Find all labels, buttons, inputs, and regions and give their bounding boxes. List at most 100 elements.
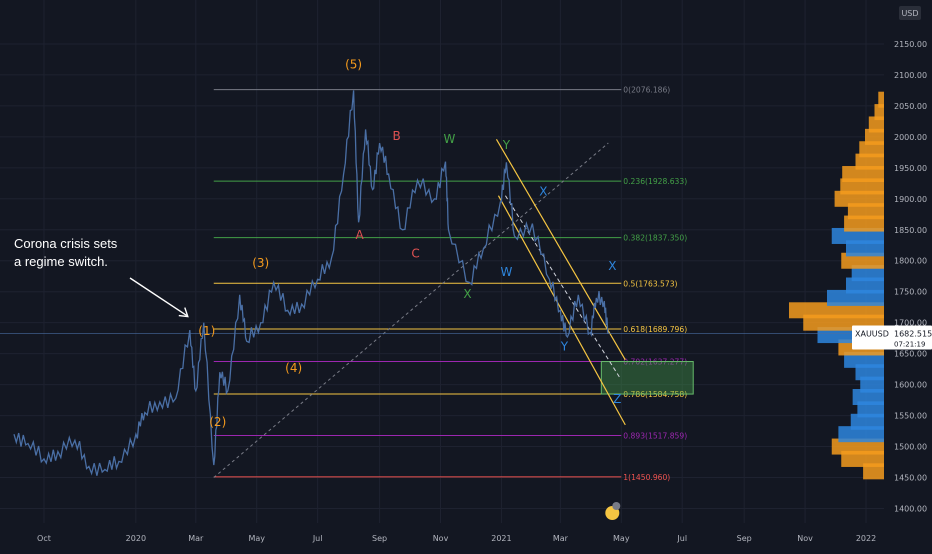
y-tick-label: 1750.00 xyxy=(894,288,927,297)
fib-level-label: 0.382(1837.350) xyxy=(623,234,687,243)
y-tick-label: 2000.00 xyxy=(894,133,927,142)
wave-label: X xyxy=(539,185,547,199)
price-series xyxy=(13,90,609,476)
x-tick-label: May xyxy=(613,534,630,543)
wave-label: (2) xyxy=(209,415,226,429)
x-tick-label: Oct xyxy=(37,534,51,543)
y-tick-label: 1650.00 xyxy=(894,350,927,359)
wave-label: Y xyxy=(502,138,511,152)
y-tick-label: 2100.00 xyxy=(894,71,927,80)
y-tick-label: 1800.00 xyxy=(894,257,927,266)
volume-profile-bar xyxy=(844,351,884,368)
volume-profile-bar xyxy=(878,91,884,108)
wave-label: (5) xyxy=(345,58,362,72)
emoji-badge-icon xyxy=(612,502,621,510)
wave-labels: (5) (3) (4) (1) (2) A B C W X Y X W X Y Z xyxy=(198,58,621,429)
dashed-trendline xyxy=(213,142,609,478)
y-tick-label: 1850.00 xyxy=(894,226,927,235)
annotation-text: Corona crisis sets xyxy=(14,236,118,251)
y-tick-label: 1500.00 xyxy=(894,443,927,452)
volume-profile-bar xyxy=(860,376,884,393)
x-tick-label: Nov xyxy=(797,534,813,543)
wave-label: B xyxy=(392,129,400,143)
wave-label: X xyxy=(608,259,616,273)
x-tick-label: 2020 xyxy=(126,534,146,543)
x-tick-label: Mar xyxy=(188,534,204,543)
channel-mid-dashed xyxy=(505,195,621,379)
fib-level-label: 1(1450.960) xyxy=(623,473,670,482)
volume-profile-bar xyxy=(868,116,884,133)
volume-profile-bar xyxy=(838,426,884,443)
countdown-label: 07:21:19 xyxy=(894,341,925,349)
volume-profile-bar xyxy=(846,277,884,294)
volume-profile-bar xyxy=(827,289,884,306)
wave-label: (3) xyxy=(252,256,269,270)
fib-level-label: 0.5(1763.573) xyxy=(623,279,677,288)
volume-profile-bar xyxy=(844,215,884,232)
volume-profile-bar xyxy=(841,450,884,467)
annotation-text: a regime switch. xyxy=(14,254,108,269)
volume-profile-bar xyxy=(855,364,884,381)
price-series-line xyxy=(13,90,609,476)
channel-upper-line xyxy=(495,139,626,361)
wave-label: Y xyxy=(560,340,569,354)
x-tick-label: Mar xyxy=(553,534,569,543)
price-label: 1682.515 xyxy=(894,330,932,339)
x-tick-label: Sep xyxy=(737,534,752,543)
volume-profile-bar xyxy=(841,252,884,269)
x-tick-label: Nov xyxy=(433,534,449,543)
wave-label: A xyxy=(355,228,364,242)
y-tick-label: 1950.00 xyxy=(894,164,927,173)
annotations: Corona crisis sets a regime switch. xyxy=(14,236,189,318)
volume-profile-bar xyxy=(850,413,884,430)
axes: 1400.00 1450.00 1500.00 1550.00 1600.00 1650.… xyxy=(37,6,932,543)
x-tick-label: Jul xyxy=(312,534,323,543)
y-tick-label: 1450.00 xyxy=(894,474,927,483)
volume-profile-bar xyxy=(852,389,884,406)
fib-level-label: 0.893(1517.859) xyxy=(623,431,687,440)
wave-label: (1) xyxy=(198,324,215,338)
volume-profile-bar xyxy=(846,240,884,257)
y-tick-label: 1600.00 xyxy=(894,381,927,390)
volume-profile-bar xyxy=(855,153,884,170)
volume-profile-bar xyxy=(863,463,884,480)
fib-level-label: 0(2076.186) xyxy=(623,86,670,95)
x-tick-label: 2021 xyxy=(491,534,511,543)
y-tick-label: 1700.00 xyxy=(894,319,927,328)
y-tick-label: 2050.00 xyxy=(894,102,927,111)
target-zone-box xyxy=(600,361,694,395)
target-zone xyxy=(600,361,694,395)
price-label-box xyxy=(852,325,932,350)
wave-label: Z xyxy=(613,392,621,406)
wave-label: X xyxy=(463,287,471,301)
y-tick-label: 1900.00 xyxy=(894,195,927,204)
x-tick-label: 2022 xyxy=(856,534,876,543)
x-tick-label: Sep xyxy=(372,534,387,543)
wave-label: C xyxy=(411,247,419,261)
volume-profile-bar xyxy=(840,178,884,195)
currency-badge-label: USD xyxy=(901,9,918,18)
y-tick-label: 1400.00 xyxy=(894,505,927,514)
fib-level-label: 0.618(1689.796) xyxy=(623,325,687,334)
annotation-arrow xyxy=(129,277,188,317)
volume-profile-bar xyxy=(847,203,884,220)
volume-profile-bar xyxy=(831,438,884,455)
currency-badge xyxy=(899,6,921,20)
y-tick-label: 1550.00 xyxy=(894,412,927,421)
volume-profile-bar xyxy=(831,227,884,244)
volume-profile-bar xyxy=(842,166,884,183)
wave-label: W xyxy=(500,265,512,279)
wave-label: W xyxy=(444,132,456,146)
y-tick-label: 2150.00 xyxy=(894,40,927,49)
volume-profile-bar xyxy=(874,104,884,121)
symbol-label: XAUUSD xyxy=(855,330,889,339)
volume-profile-bar xyxy=(834,190,884,207)
volume-profile-bar xyxy=(859,141,884,158)
volume-profile-bar xyxy=(865,128,884,145)
annotation-arrowhead xyxy=(178,307,189,318)
fib-level-label: 0.236(1928.633) xyxy=(623,177,687,186)
wave-label: (4) xyxy=(285,361,302,375)
volume-profile-bar xyxy=(789,302,884,319)
